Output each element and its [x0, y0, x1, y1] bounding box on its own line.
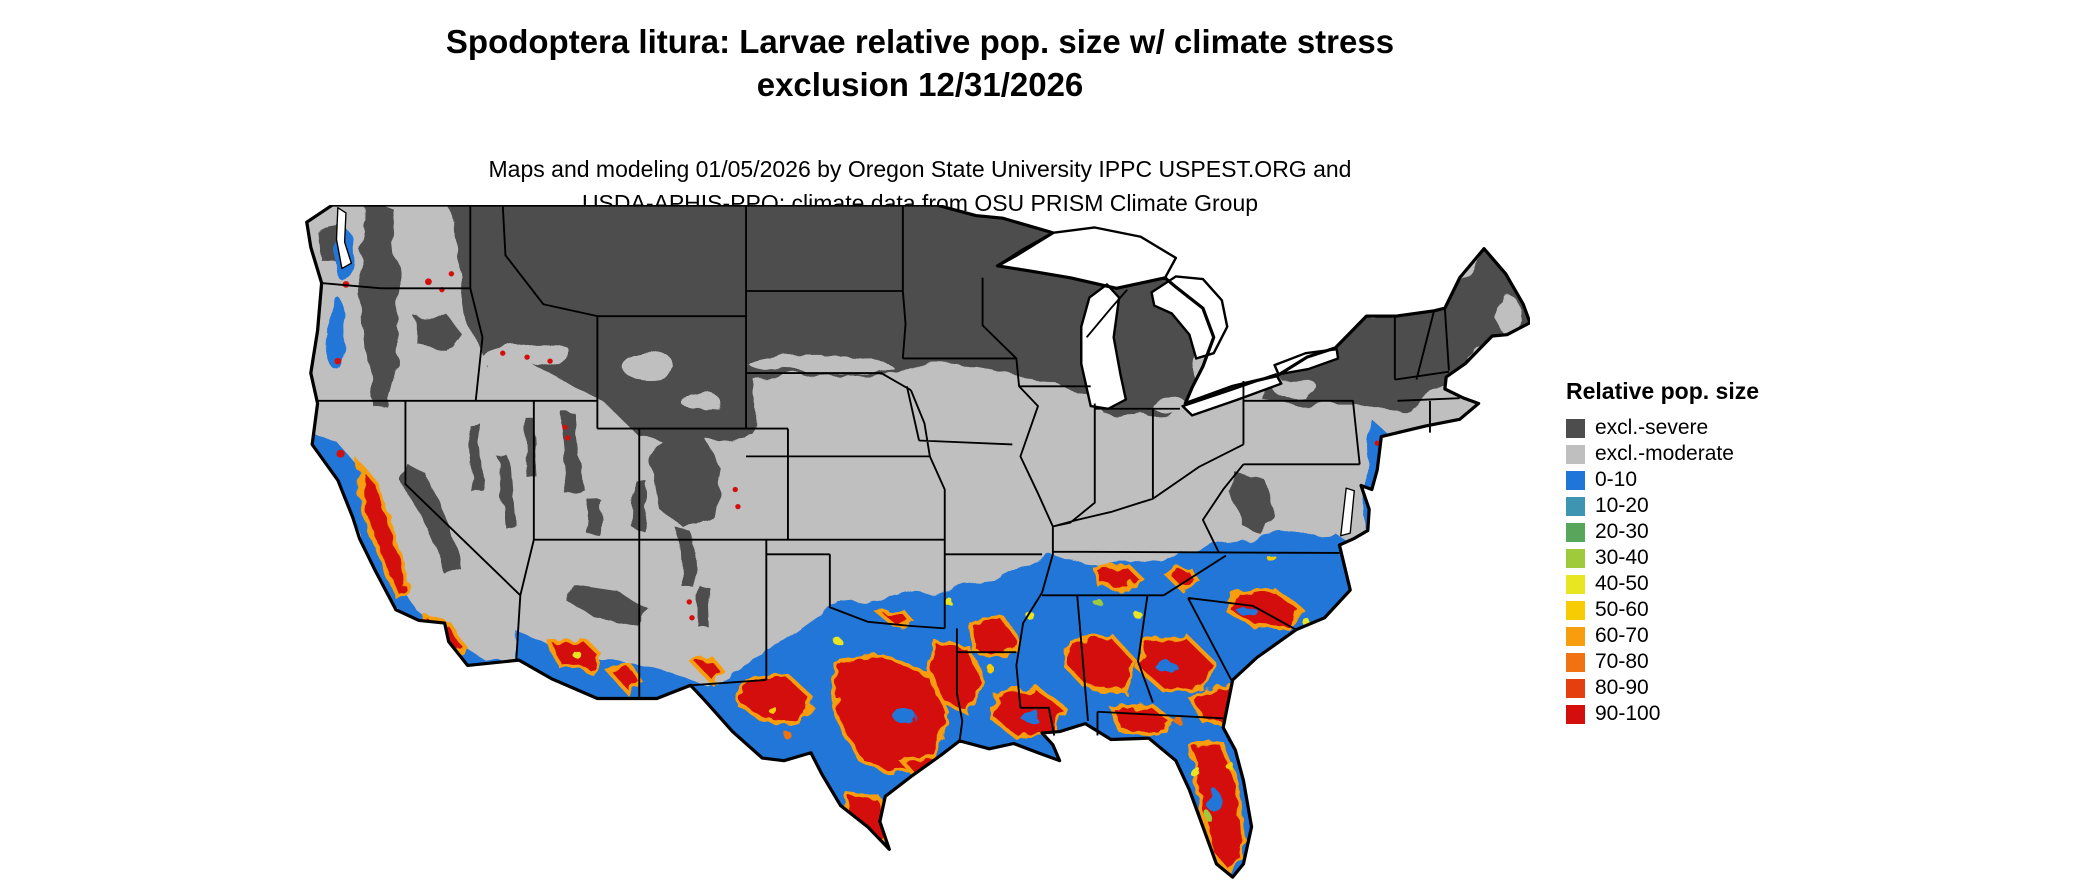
- us-choropleth-map: [305, 205, 1530, 879]
- legend-item-moderate: excl.-moderate: [1566, 441, 1759, 467]
- legend-color-swatch: [1566, 418, 1585, 438]
- legend-item-label: 40-50: [1595, 572, 1649, 595]
- map-subtitle-line1: Maps and modeling 01/05/2026 by Oregon S…: [488, 156, 1352, 182]
- legend-item-label: 60-70: [1595, 624, 1649, 647]
- legend-color-swatch: [1566, 496, 1585, 516]
- legend-item-label: excl.-severe: [1595, 416, 1709, 439]
- legend-item-label: 90-100: [1595, 702, 1661, 725]
- legend-color-swatch: [1566, 548, 1585, 568]
- legend-item-b80: 80-90: [1566, 675, 1759, 701]
- legend-color-swatch: [1566, 444, 1585, 464]
- legend-item-b90: 90-100: [1566, 701, 1759, 727]
- legend-item-b20: 20-30: [1566, 519, 1759, 545]
- legend-item-b0: 0-10: [1566, 467, 1759, 493]
- legend-item-b50: 50-60: [1566, 597, 1759, 623]
- map-title-line2: exclusion 12/31/2026: [756, 66, 1084, 103]
- legend-item-label: 10-20: [1595, 494, 1649, 517]
- map-title: Spodoptera litura: Larvae relative pop. …: [0, 20, 1840, 106]
- legend-item-label: 20-30: [1595, 520, 1649, 543]
- legend-color-swatch: [1566, 522, 1585, 542]
- legend-item-b70: 70-80: [1566, 649, 1759, 675]
- legend-item-label: 30-40: [1595, 546, 1649, 569]
- legend-item-b40: 40-50: [1566, 571, 1759, 597]
- great-lakes: [335, 206, 1355, 537]
- moderate-basins: [405, 239, 1520, 415]
- legend-color-swatch: [1566, 574, 1585, 594]
- state-borders: [317, 205, 1460, 741]
- legend-items: excl.-severe excl.-moderate 0-10 10-20 2…: [1566, 415, 1759, 727]
- legend: Relative pop. size excl.-severe excl.-mo…: [1566, 378, 1759, 727]
- legend-item-label: 80-90: [1595, 676, 1649, 699]
- map-subtitle: Maps and modeling 01/05/2026 by Oregon S…: [0, 152, 1840, 220]
- legend-color-swatch: [1566, 652, 1585, 672]
- legend-color-swatch: [1566, 600, 1585, 620]
- legend-item-label: excl.-moderate: [1595, 442, 1734, 465]
- legend-item-label: 50-60: [1595, 598, 1649, 621]
- legend-color-swatch: [1566, 678, 1585, 698]
- legend-item-b60: 60-70: [1566, 623, 1759, 649]
- legend-item-label: 70-80: [1595, 650, 1649, 673]
- legend-item-severe: excl.-severe: [1566, 415, 1759, 441]
- legend-color-swatch: [1566, 626, 1585, 646]
- legend-color-swatch: [1566, 704, 1585, 724]
- map-title-line1: Spodoptera litura: Larvae relative pop. …: [445, 23, 1395, 60]
- legend-item-b30: 30-40: [1566, 545, 1759, 571]
- legend-color-swatch: [1566, 470, 1585, 490]
- legend-item-b10: 10-20: [1566, 493, 1759, 519]
- legend-item-label: 0-10: [1595, 468, 1638, 491]
- legend-title: Relative pop. size: [1566, 378, 1760, 404]
